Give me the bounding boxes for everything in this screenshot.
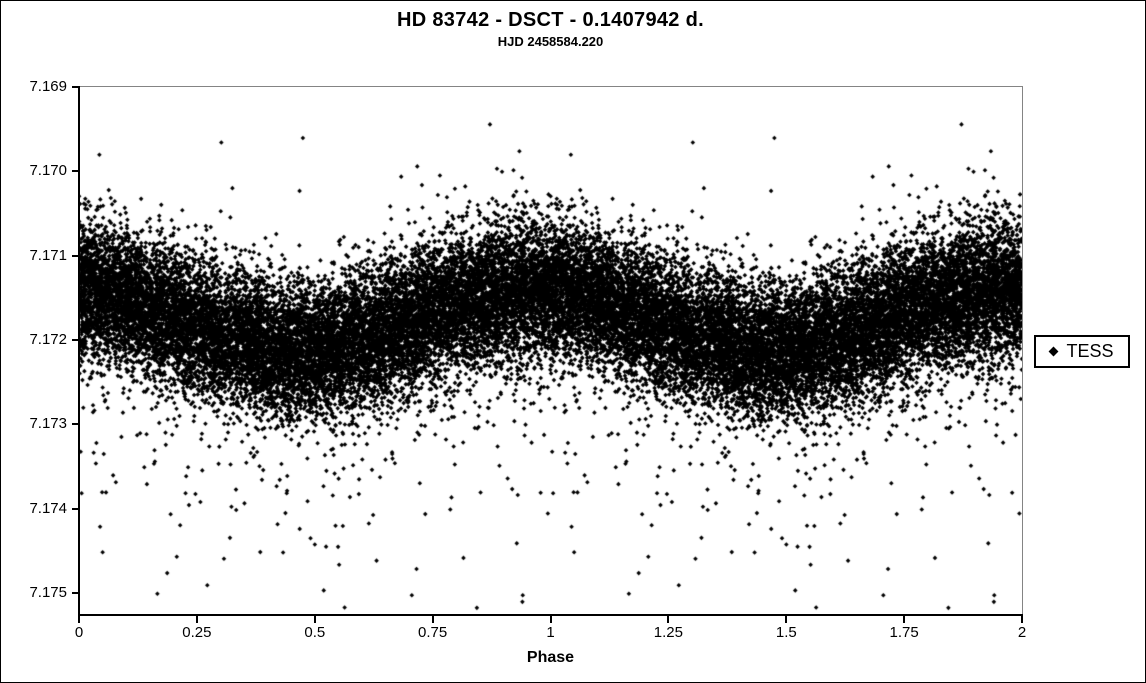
y-tick-mark	[72, 507, 79, 510]
chart-title: HD 83742 - DSCT - 0.1407942 d.	[397, 9, 704, 31]
x-tick-label: 1	[546, 624, 555, 641]
x-tick-mark	[78, 616, 80, 623]
y-tick-mark	[72, 339, 79, 341]
plot-frame-top	[79, 86, 1023, 87]
x-axis-line	[78, 614, 1023, 616]
x-tick-mark	[549, 616, 552, 623]
x-tick-mark	[431, 616, 434, 623]
y-tick-mark	[72, 86, 79, 88]
x-tick-label: 1.75	[889, 624, 919, 641]
y-tick-mark	[72, 591, 79, 594]
y-tick-label: 7.170	[29, 162, 67, 180]
x-axis-title: Phase	[526, 649, 575, 666]
y-tick-label: 7.173	[29, 415, 67, 433]
x-tick-label: 0.75	[417, 624, 448, 641]
chart-subtitle: HJD 2458584.220	[497, 34, 604, 49]
y-tick-label: 7.171	[29, 246, 67, 264]
x-tick-label: 2	[1017, 624, 1027, 641]
scatter-plot-canvas	[79, 87, 1022, 614]
x-tick-mark	[1021, 616, 1023, 623]
x-tick-mark	[667, 616, 670, 623]
x-tick-label: 0.5	[304, 624, 326, 641]
x-tick-mark	[195, 616, 198, 623]
x-tick-mark	[313, 616, 316, 623]
y-tick-mark	[72, 254, 79, 257]
plot-frame-right	[1022, 86, 1023, 615]
y-tick-mark	[72, 170, 79, 173]
legend-diamond-marker-icon	[1049, 346, 1059, 357]
x-tick-mark	[903, 616, 906, 623]
y-tick-label: 7.169	[29, 78, 67, 95]
y-tick-label: 7.175	[29, 583, 67, 601]
y-tick-label: 7.172	[29, 331, 67, 348]
y-tick-mark	[72, 423, 79, 426]
x-tick-label: 1.25	[653, 624, 683, 641]
y-tick-label: 7.174	[29, 499, 67, 517]
x-tick-label: 1.5	[775, 624, 797, 641]
x-tick-label: 0	[74, 624, 84, 641]
legend: TESS	[1034, 335, 1130, 368]
x-tick-label: 0.25	[182, 624, 212, 641]
legend-series-label: TESS	[1066, 341, 1114, 361]
x-tick-mark	[785, 616, 788, 623]
